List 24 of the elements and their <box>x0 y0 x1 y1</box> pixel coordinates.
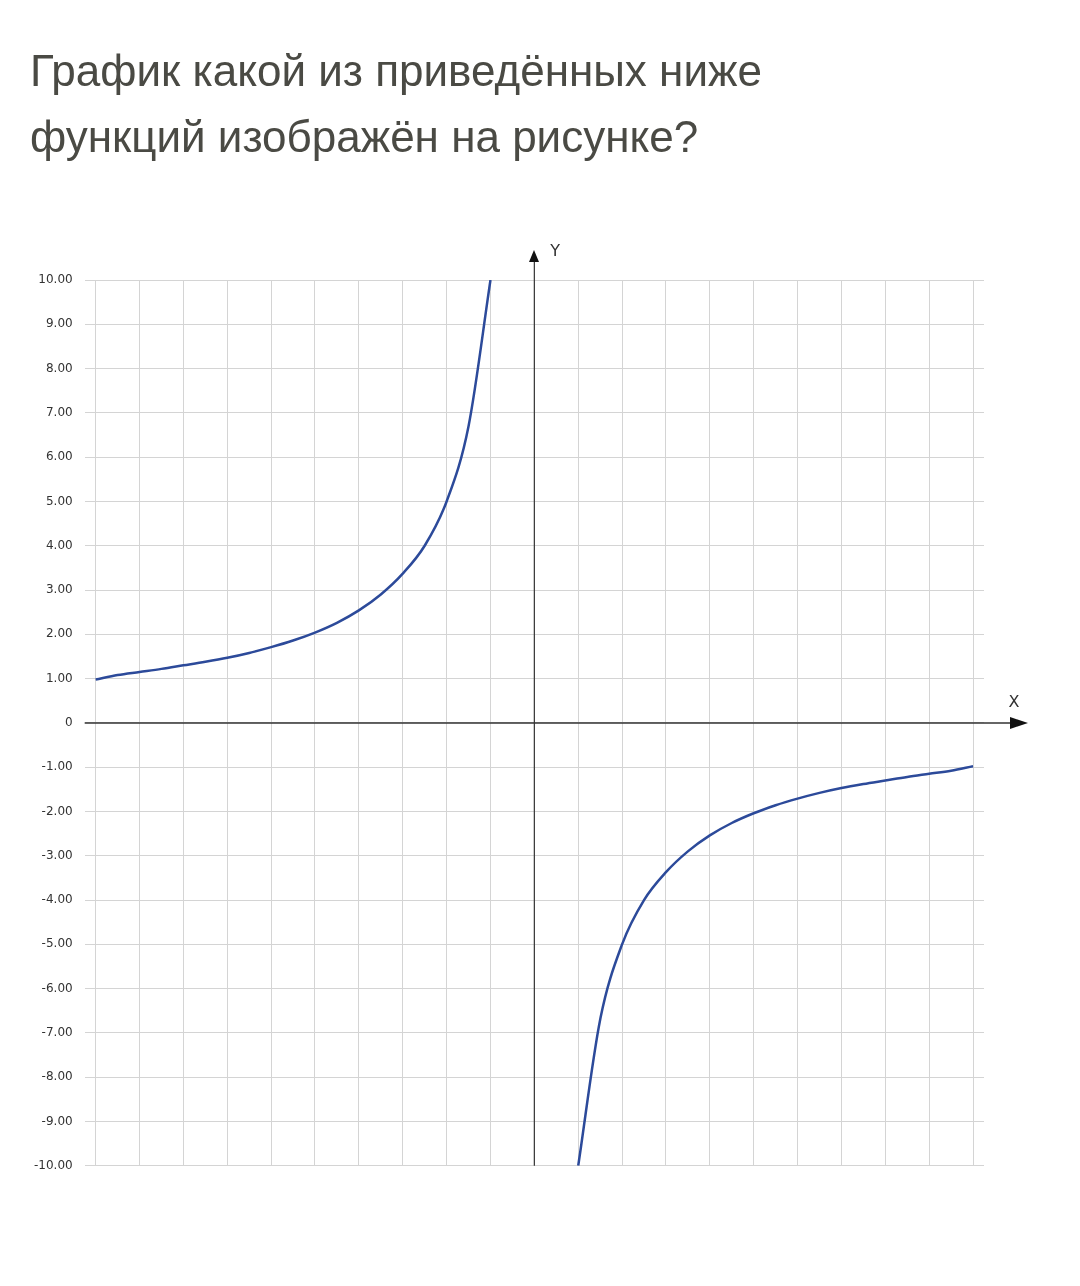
y-tick-label: 5.00 <box>45 493 73 508</box>
y-tick-label: 6.00 <box>45 449 73 464</box>
y-tick-label: 0 <box>65 715 73 730</box>
y-tick-label: 8.00 <box>45 360 73 375</box>
y-tick-label: -5.00 <box>41 936 73 951</box>
y-tick-label: -1.00 <box>41 759 73 774</box>
x-axis-title: X <box>1008 692 1020 712</box>
y-tick-label: -4.00 <box>41 892 73 907</box>
y-tick-label: 10.00 <box>38 272 73 287</box>
y-tick-label: 1.00 <box>45 670 73 685</box>
y-tick-label: -3.00 <box>41 847 73 862</box>
y-tick-label: -7.00 <box>41 1025 73 1040</box>
y-axis-title: Y <box>549 241 561 261</box>
chart-title: График какой из приведённых ниже функций изображён на рисунке? <box>29 45 763 163</box>
y-tick-label: 7.00 <box>45 404 73 419</box>
y-tick-label: 4.00 <box>45 537 73 552</box>
y-tick-label: -2.00 <box>41 803 73 818</box>
y-tick-label: -10.00 <box>34 1157 73 1172</box>
y-tick-label: 3.00 <box>45 582 73 597</box>
y-tick-label: 2.00 <box>45 626 73 641</box>
y-tick-label: -6.00 <box>41 980 73 995</box>
y-tick-label: 9.00 <box>45 316 73 331</box>
y-tick-label: -8.00 <box>41 1069 73 1084</box>
y-tick-label: -9.00 <box>41 1113 73 1128</box>
